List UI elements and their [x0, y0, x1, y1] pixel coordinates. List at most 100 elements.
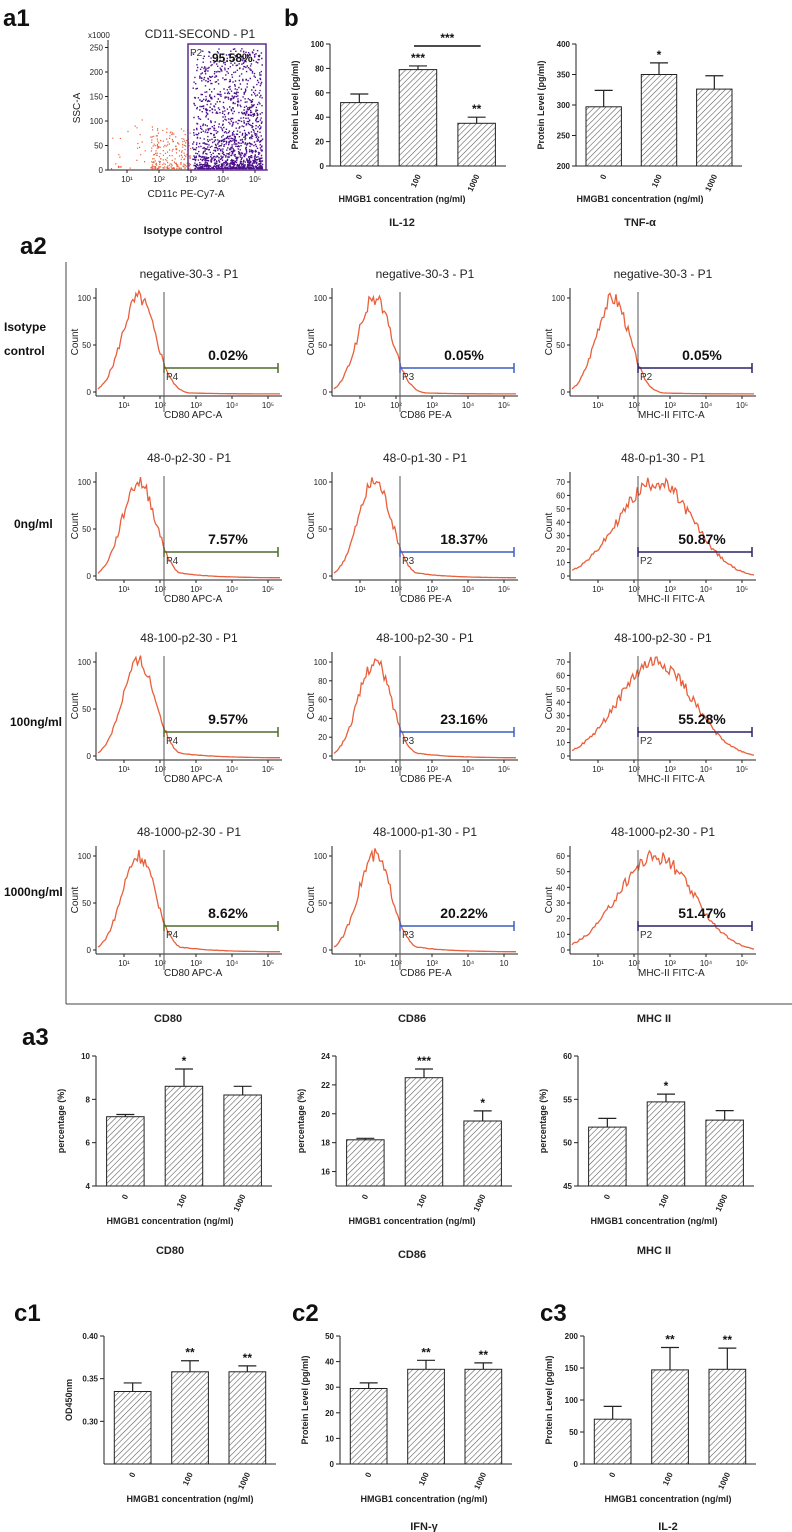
- flow-gate-name: P2: [640, 930, 653, 941]
- flow-ytick-label: 0: [561, 946, 566, 955]
- bar-ytick-label: 200: [557, 162, 571, 171]
- flow-xtick-label: 10⁵: [736, 959, 748, 968]
- flow-ytick-label: 20: [556, 915, 565, 924]
- col-label-cd86: CD86: [398, 1013, 426, 1025]
- significance-marker: **: [479, 1348, 489, 1362]
- significance-marker: **: [243, 1351, 253, 1365]
- bar-ylabel: Protein Level (pg/ml): [536, 60, 546, 149]
- flow-ytick-label: 60: [556, 491, 565, 500]
- bar-ytick-label: 22: [321, 1081, 330, 1090]
- bar-ylabel: percentage (%): [56, 1089, 66, 1154]
- bar-100: [164, 1085, 204, 1187]
- bar-xtick-label: 1000: [232, 1193, 248, 1213]
- flow-xtick-label: 10¹: [592, 585, 604, 594]
- a1-xtick-label: 10²: [153, 175, 165, 184]
- bar-ytick-label: 10: [81, 1052, 90, 1061]
- flow-ytick-label: 100: [314, 852, 328, 861]
- flow-xtick-label: 10³: [190, 585, 202, 594]
- bar-ytick-label: 350: [557, 71, 571, 80]
- flow-xtick-label: 10¹: [118, 585, 130, 594]
- bar-ytick-label: 50: [325, 1332, 334, 1341]
- flow-panel-title: 48-0-p1-30 - P1: [621, 451, 705, 465]
- bar-ytick-label: 4: [86, 1182, 91, 1191]
- flow-ytick-label: 0: [87, 946, 92, 955]
- bar-ytick-label: 30: [325, 1383, 334, 1392]
- bar-xtick-label: 0: [354, 173, 364, 181]
- flow-panel: 48-1000-p2-30 - P1 Count 0 50 100 10¹ 10² 10³ 10…: [70, 825, 282, 979]
- a1-ytick-label: 150: [90, 93, 104, 102]
- significance-marker: *: [480, 1096, 485, 1110]
- bar-xtick-label: 0: [120, 1193, 130, 1201]
- flow-xtick-label: 10⁵: [736, 585, 748, 594]
- flow-gate-pct: 50.87%: [678, 531, 726, 547]
- bracket-marker: ***: [440, 31, 454, 45]
- flow-ytick-label: 10: [556, 930, 565, 939]
- flow-xtick-label: 10²: [154, 401, 166, 410]
- flow-histogram-line: [333, 477, 516, 579]
- bar-1000: [696, 88, 733, 167]
- significance-marker: ***: [411, 51, 425, 65]
- flow-xtick-label: 10³: [426, 959, 438, 968]
- bar-100: [651, 1369, 689, 1465]
- bar-0: [585, 106, 622, 167]
- flow-ytick-label: 0: [323, 388, 328, 397]
- bar-xtick-label: 1000: [236, 1471, 252, 1491]
- bar-xtick-label: 100: [181, 1471, 195, 1487]
- bar-ytick-label: 0.30: [82, 1417, 98, 1426]
- bar-xtick-label: 100: [650, 173, 664, 189]
- row-label-100ng: 100ng/ml: [10, 715, 62, 729]
- flow-xlabel: MHC-II FITC-A: [638, 774, 705, 785]
- flow-panel: negative-30-3 - P1 Count 0 50 100 10¹ 10² 10³ 10…: [544, 267, 756, 421]
- flow-panel-title: 48-1000-p1-30 - P1: [373, 825, 477, 839]
- bar-1000: [708, 1368, 747, 1465]
- flow-gate-name: P3: [402, 372, 415, 383]
- flow-xtick-label: 10²: [628, 401, 640, 410]
- flow-count-label: Count: [306, 328, 317, 355]
- flow-ytick-label: 40: [556, 698, 565, 707]
- flow-xlabel: CD86 PE-A: [400, 774, 452, 785]
- flow-panel-title: 48-1000-p2-30 - P1: [611, 825, 715, 839]
- flow-histogram-line: [97, 655, 281, 759]
- bar-0: [340, 102, 379, 167]
- bar-ytick-label: 20: [315, 138, 324, 147]
- flow-ytick-label: 0: [561, 388, 566, 397]
- flow-ytick-label: 100: [78, 478, 92, 487]
- flow-histogram-line: [571, 849, 755, 950]
- flow-gate-pct: 0.05%: [444, 347, 484, 363]
- bar-ytick-label: 60: [563, 1052, 572, 1061]
- bar-100: [398, 69, 438, 167]
- flow-histogram-line: [571, 656, 754, 756]
- bar-ytick-label: 50: [563, 1139, 572, 1148]
- bar-100: [404, 1077, 444, 1187]
- bar-ytick-label: 40: [325, 1358, 334, 1367]
- flow-histogram-line: [333, 848, 517, 953]
- flow-ytick-label: 60: [556, 852, 565, 861]
- flow-ytick-label: 50: [556, 505, 565, 514]
- bar-xtick-label: 0: [127, 1471, 137, 1479]
- bar-0: [593, 1418, 632, 1465]
- bar-1000: [228, 1371, 267, 1465]
- flow-count-label: Count: [306, 512, 317, 539]
- bar-xtick-label: 0: [360, 1193, 370, 1201]
- flow-xtick-label: 10³: [190, 959, 202, 968]
- panel-label-a1: a1: [3, 5, 30, 32]
- flow-xtick-label: 10¹: [592, 765, 604, 774]
- significance-marker: *: [182, 1054, 187, 1068]
- bar-100: [640, 74, 678, 167]
- bar-xtick-label: 1000: [714, 1193, 730, 1213]
- flow-ytick-label: 20: [318, 733, 327, 742]
- panel-label-b: b: [284, 5, 299, 32]
- flow-count-label: Count: [70, 328, 81, 355]
- flow-ytick-label: 100: [78, 658, 92, 667]
- flow-xtick-label: 10¹: [592, 959, 604, 968]
- flow-xtick-label: 10³: [664, 585, 676, 594]
- flow-panel-title: 48-100-p2-30 - P1: [140, 631, 238, 645]
- flow-panel: 48-0-p1-30 - P1 Count 0 10 20 30 40 50 60 70 10¹ 10…: [544, 451, 756, 605]
- bar-ytick-label: 400: [557, 40, 571, 49]
- bar-xtick-label: 100: [175, 1193, 189, 1209]
- bar-ytick-label: 0: [574, 1460, 579, 1469]
- bar-0: [346, 1139, 385, 1187]
- flow-ytick-label: 20: [556, 725, 565, 734]
- flow-xlabel: MHC-II FITC-A: [638, 968, 705, 979]
- flow-ytick-label: 0: [561, 572, 566, 581]
